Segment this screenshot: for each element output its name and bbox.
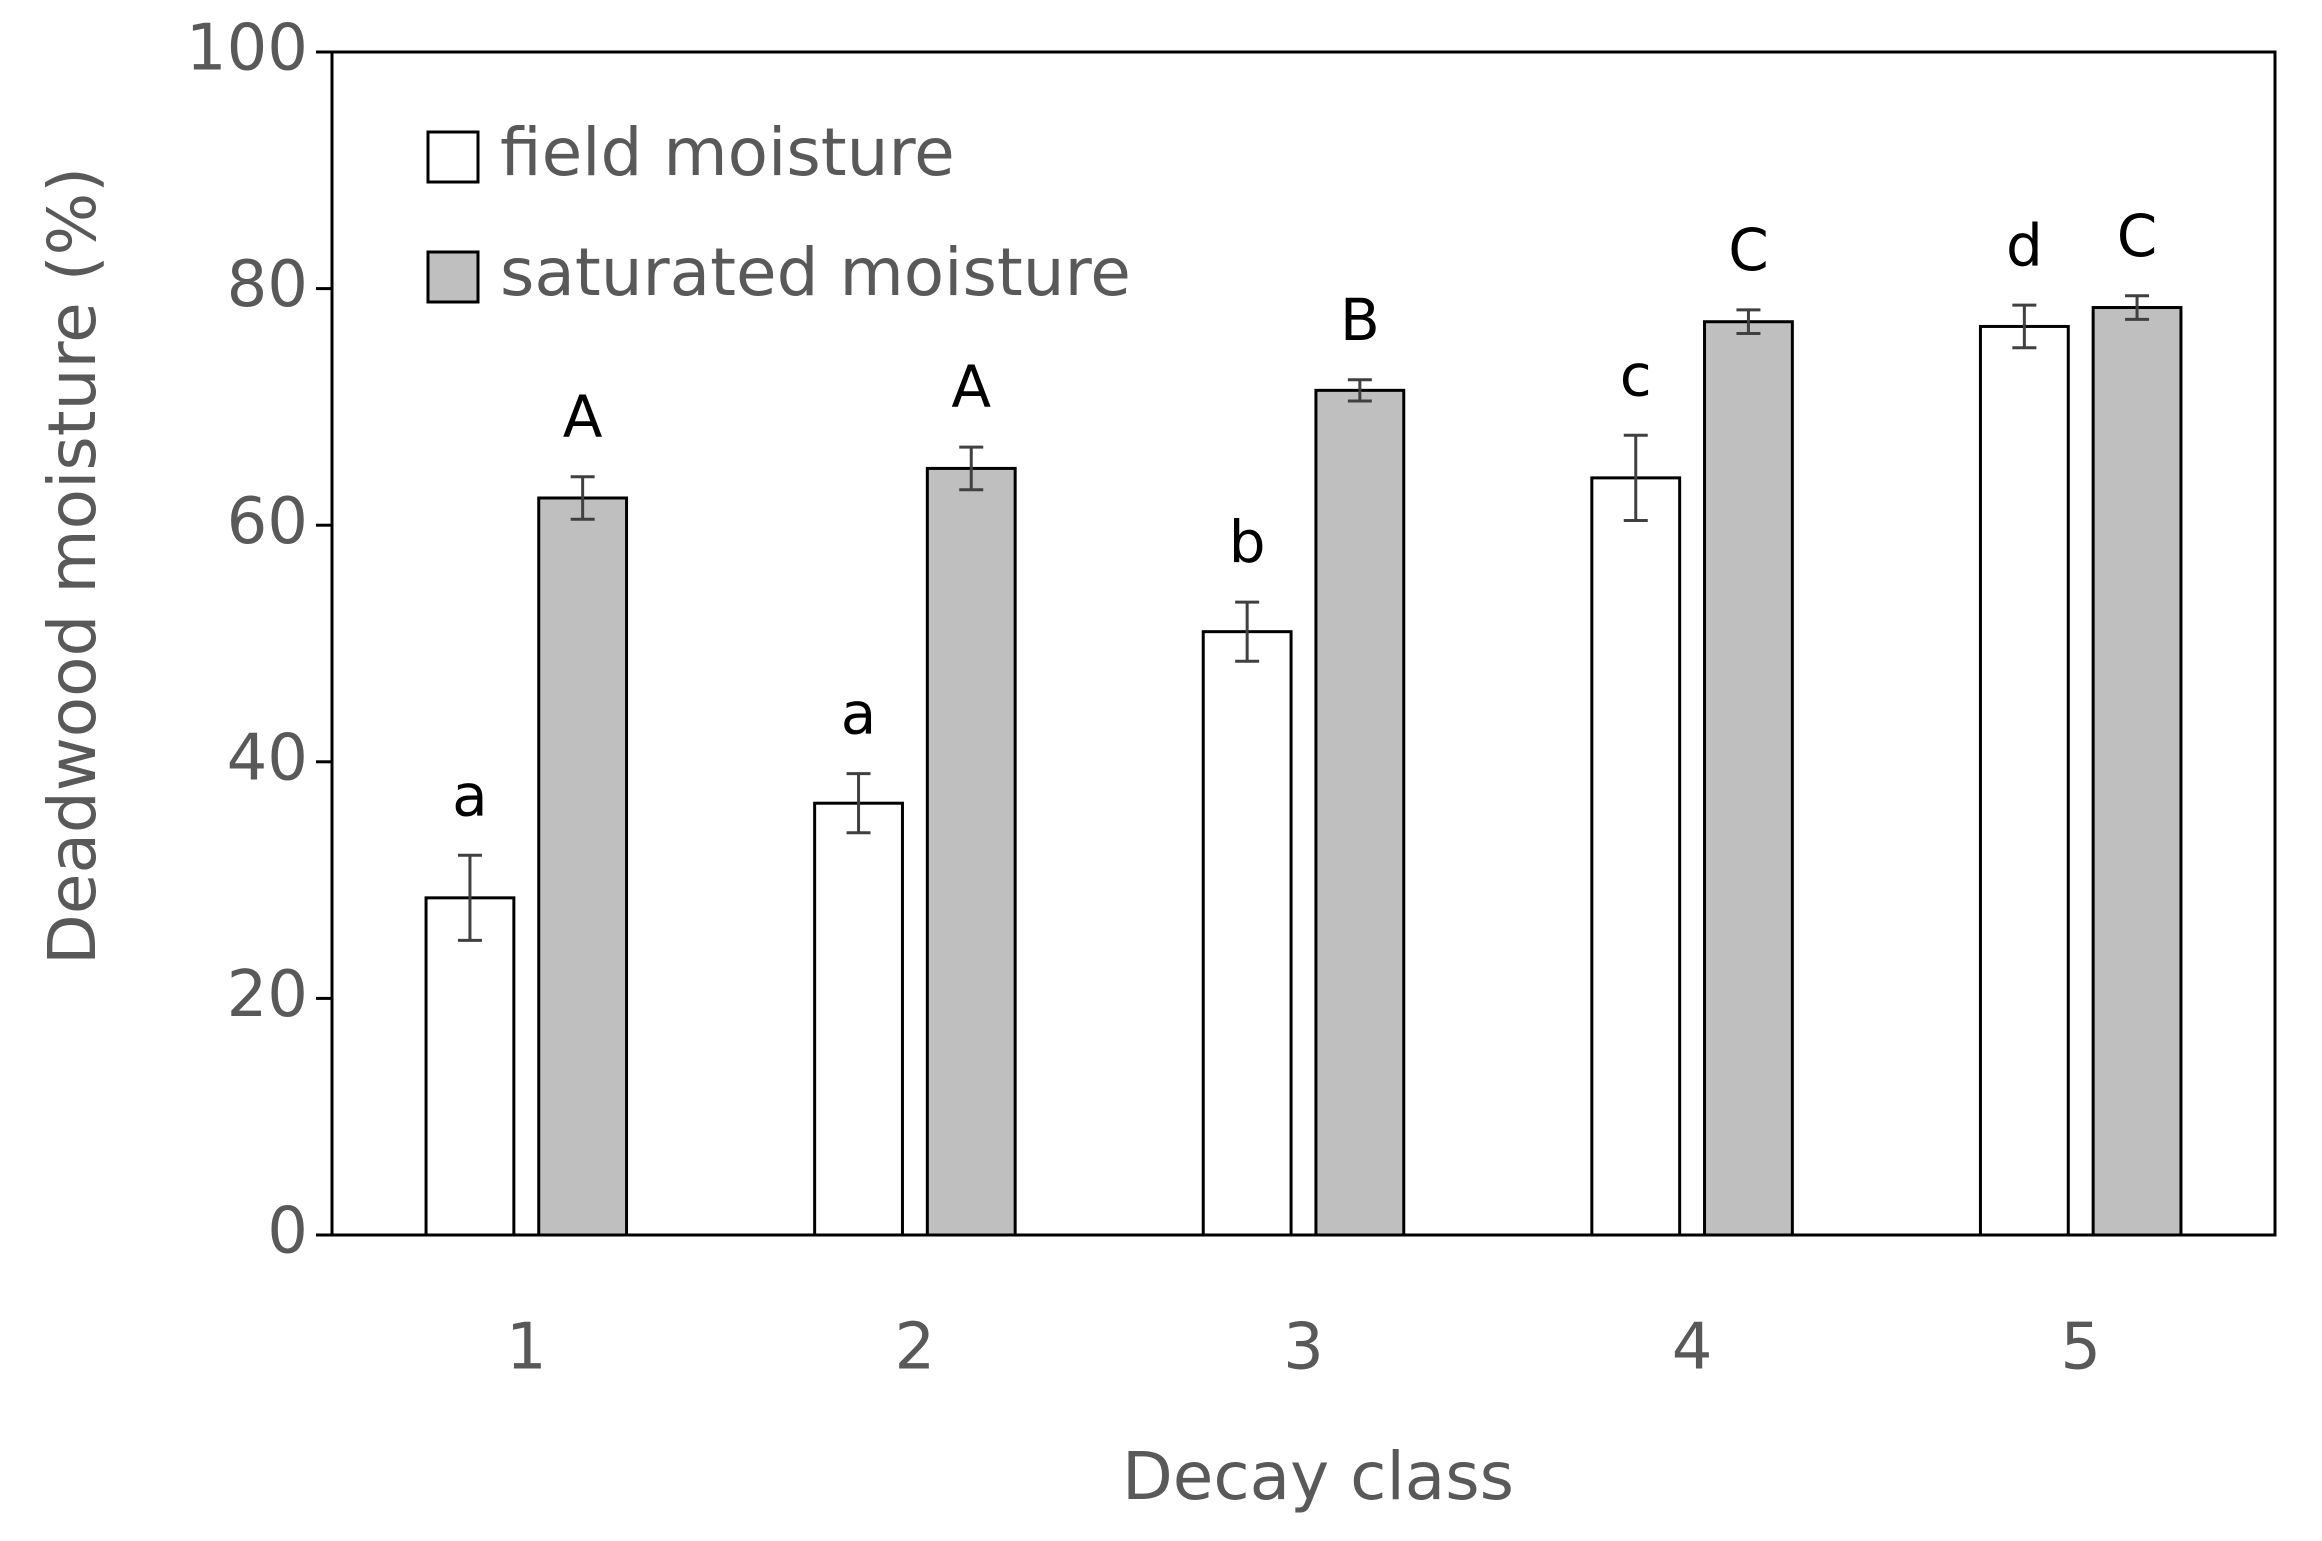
y-tick-label: 20 bbox=[227, 958, 308, 1032]
x-tick-label: 2 bbox=[895, 1311, 936, 1385]
error-bar bbox=[1736, 308, 1761, 336]
legend-label: field moisture bbox=[500, 114, 955, 191]
x-tick-label: 5 bbox=[2060, 1311, 2101, 1385]
bar bbox=[2091, 306, 2183, 1237]
error-bar bbox=[2012, 303, 2037, 350]
significance-letter: b bbox=[1229, 508, 1266, 576]
legend-swatch bbox=[426, 130, 480, 184]
y-tick-label: 100 bbox=[186, 12, 308, 86]
bar bbox=[1590, 476, 1682, 1237]
y-tick-label: 80 bbox=[227, 248, 308, 322]
bar bbox=[537, 496, 629, 1237]
x-tick-label: 3 bbox=[1283, 1311, 1324, 1385]
bar bbox=[424, 896, 516, 1237]
significance-letter: A bbox=[563, 383, 603, 451]
y-tick-label: 60 bbox=[227, 485, 308, 559]
legend-swatch bbox=[426, 250, 480, 304]
bar bbox=[925, 466, 1017, 1237]
bar bbox=[1314, 388, 1406, 1237]
error-bar bbox=[1235, 600, 1260, 663]
significance-letter: A bbox=[951, 353, 991, 421]
bar bbox=[1201, 630, 1293, 1237]
x-axis-title: Decay class bbox=[1122, 1438, 1514, 1515]
y-axis-title: Deadwood moisture (%) bbox=[34, 167, 111, 965]
error-bar bbox=[570, 475, 595, 521]
error-bar bbox=[457, 853, 482, 942]
significance-letter: C bbox=[1728, 216, 1769, 284]
error-bar bbox=[2125, 294, 2150, 321]
legend-label: saturated moisture bbox=[500, 234, 1131, 311]
error-bar bbox=[846, 772, 871, 835]
error-bar bbox=[1347, 378, 1372, 403]
x-tick-label: 1 bbox=[506, 1311, 547, 1385]
significance-letter: B bbox=[1340, 286, 1380, 354]
bar bbox=[1703, 320, 1794, 1237]
error-bar bbox=[959, 445, 984, 492]
significance-letter: a bbox=[841, 680, 877, 748]
bar bbox=[1978, 324, 2070, 1237]
x-tick-label: 4 bbox=[1672, 1311, 1713, 1385]
significance-letter: d bbox=[2006, 211, 2043, 279]
error-bar bbox=[1623, 433, 1648, 522]
bar bbox=[813, 801, 904, 1237]
y-tick-label: 0 bbox=[267, 1195, 308, 1269]
plot-frame bbox=[330, 50, 2277, 1237]
y-tick-label: 40 bbox=[227, 721, 308, 795]
significance-letter: a bbox=[452, 761, 488, 829]
significance-letter: C bbox=[2117, 202, 2158, 270]
significance-letter: c bbox=[1620, 341, 1652, 409]
